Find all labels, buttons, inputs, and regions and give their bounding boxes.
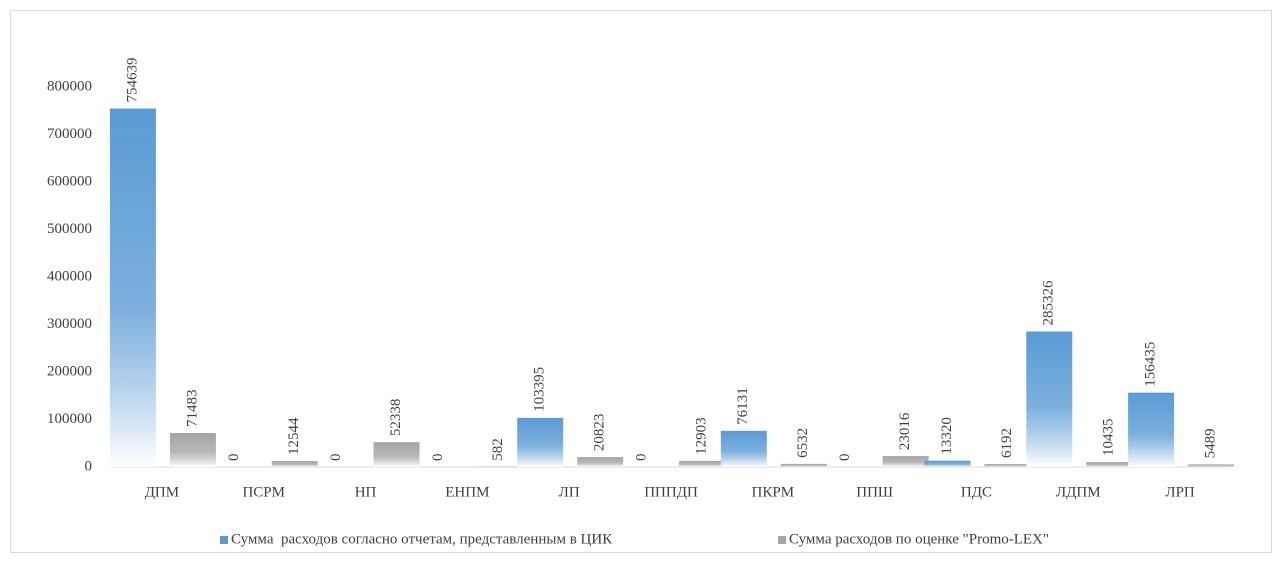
bar <box>1188 464 1234 467</box>
x-tick-label: ЛРП <box>1165 484 1195 500</box>
x-tick-label: ПКРМ <box>752 484 795 500</box>
x-tick-label: ЕНПМ <box>445 484 489 500</box>
x-tick-label: ЛДПМ <box>1056 484 1101 500</box>
data-label: 285326 <box>1041 280 1057 326</box>
data-label: 582 <box>490 438 506 461</box>
data-label: 6192 <box>999 428 1015 458</box>
data-label: 71483 <box>184 390 200 428</box>
x-tick-label: ДПМ <box>145 484 179 500</box>
legend-swatch <box>778 536 786 544</box>
data-label: 12544 <box>286 417 302 455</box>
data-label: 156435 <box>1143 342 1159 387</box>
bar <box>781 464 827 467</box>
bar <box>110 109 156 467</box>
y-tick-label: 700000 <box>47 126 92 142</box>
legend-label: Сумма расходов по оценке "Promo-LEX" <box>789 531 1049 547</box>
data-label: 10435 <box>1101 419 1117 457</box>
data-label: 0 <box>837 454 853 462</box>
x-tick-label: ППШ <box>856 484 893 500</box>
data-label: 76131 <box>735 387 751 425</box>
y-tick-label: 500000 <box>47 221 92 237</box>
data-label: 0 <box>328 454 344 462</box>
x-tick-label: ПСРМ <box>242 484 285 500</box>
x-tick-label: ЛП <box>559 484 580 500</box>
bar <box>272 461 318 467</box>
y-tick-label: 800000 <box>47 78 92 94</box>
bar <box>1086 462 1132 467</box>
bar <box>374 442 420 467</box>
bar <box>924 461 970 467</box>
legend-label: Сумма расходов согласно отчетам, предста… <box>231 531 613 547</box>
legend-swatch <box>220 536 228 544</box>
y-tick-label: 0 <box>85 458 93 474</box>
y-tick-label: 200000 <box>47 363 92 379</box>
y-tick-label: 400000 <box>47 268 92 284</box>
bar <box>170 433 216 467</box>
x-tick-label: ПППДП <box>644 484 698 500</box>
bar <box>679 461 725 467</box>
data-label: 0 <box>633 454 649 462</box>
bar <box>721 431 767 467</box>
bar <box>577 457 623 467</box>
x-tick-label: НП <box>355 484 377 500</box>
data-label: 6532 <box>795 428 811 458</box>
data-label: 0 <box>430 454 446 462</box>
data-label: 0 <box>226 454 242 462</box>
bar <box>1026 331 1072 467</box>
bar <box>984 464 1030 467</box>
bar <box>1128 393 1174 467</box>
bar <box>883 456 929 467</box>
bar <box>517 418 563 467</box>
data-label: 23016 <box>897 412 913 450</box>
data-label: 5489 <box>1203 428 1219 458</box>
data-label: 20823 <box>592 414 608 452</box>
data-label: 12903 <box>693 417 709 455</box>
chart-border <box>11 11 1272 553</box>
y-tick-label: 100000 <box>47 411 92 427</box>
data-label: 13320 <box>939 417 955 455</box>
data-label: 754639 <box>124 58 140 103</box>
x-tick-label: ПДС <box>961 484 992 500</box>
data-label: 103395 <box>532 367 548 412</box>
data-label: 52338 <box>388 399 404 437</box>
y-tick-label: 600000 <box>47 173 92 189</box>
y-tick-label: 300000 <box>47 316 92 332</box>
